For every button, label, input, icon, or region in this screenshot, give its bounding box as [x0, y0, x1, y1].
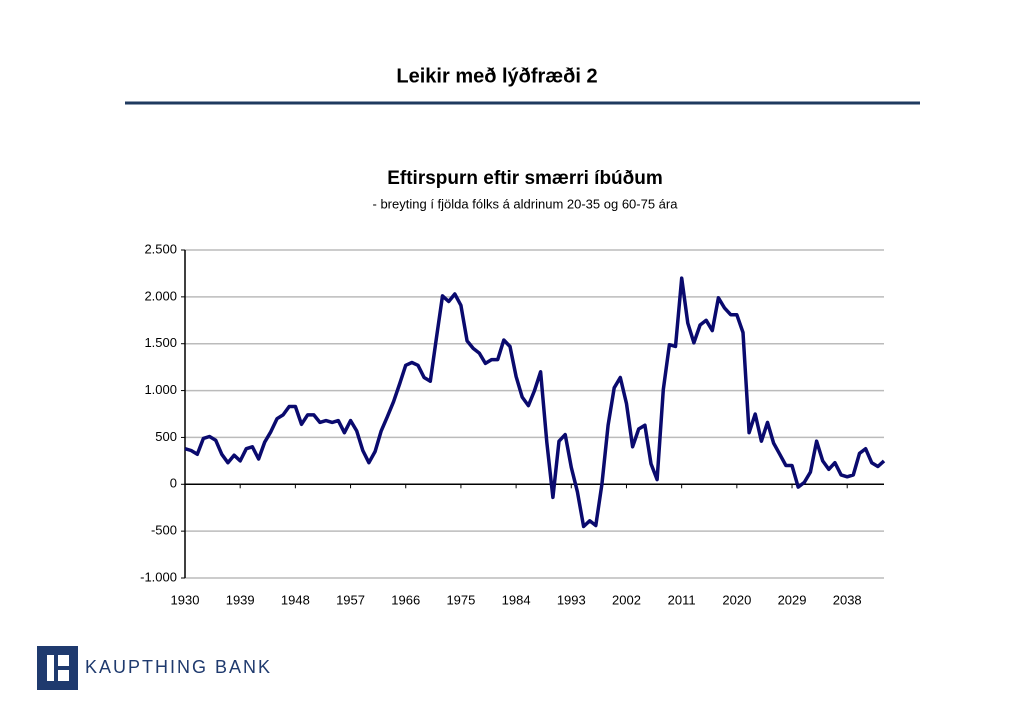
x-tick-label: 2011: [668, 592, 696, 607]
logo-glyph: [47, 655, 54, 681]
y-tick-label: 2.000: [144, 288, 177, 303]
x-tick-label: 1984: [502, 592, 531, 607]
logo-glyph: [58, 655, 69, 666]
logo: KAUPTHING BANK: [37, 646, 272, 690]
brand-name: KAUPTHING BANK: [85, 657, 272, 677]
y-tick-label: 500: [155, 429, 177, 444]
x-tick-label: 1966: [391, 592, 420, 607]
x-tick-label: 2029: [778, 592, 807, 607]
x-tick-label: 1993: [557, 592, 586, 607]
y-tick-label: -1.000: [140, 569, 177, 584]
y-tick-label: 0: [170, 476, 177, 491]
x-tick-label: 1930: [171, 592, 200, 607]
logo-glyph: [58, 670, 69, 681]
x-tick-label: 1975: [446, 592, 475, 607]
y-tick-label: 2.500: [144, 241, 177, 256]
chart-subtitle: - breyting í fjölda fólks á aldrinum 20-…: [373, 196, 679, 211]
chart-title: Eftirspurn eftir smærri íbúðum: [387, 168, 663, 189]
x-tick-label: 2002: [612, 592, 641, 607]
x-tick-label: 1957: [336, 592, 365, 607]
x-tick-label: 2038: [833, 592, 862, 607]
y-tick-label: 1.500: [144, 335, 177, 350]
x-tick-label: 1939: [226, 592, 255, 607]
x-tick-label: 2020: [722, 592, 751, 607]
y-tick-label: -500: [151, 523, 177, 538]
y-tick-label: 1.000: [144, 382, 177, 397]
data-line: [184, 276, 886, 529]
x-tick-label: 1948: [281, 592, 310, 607]
logo-box: [37, 646, 78, 690]
slide-title: Leikir með lýðfræði 2: [396, 65, 597, 87]
